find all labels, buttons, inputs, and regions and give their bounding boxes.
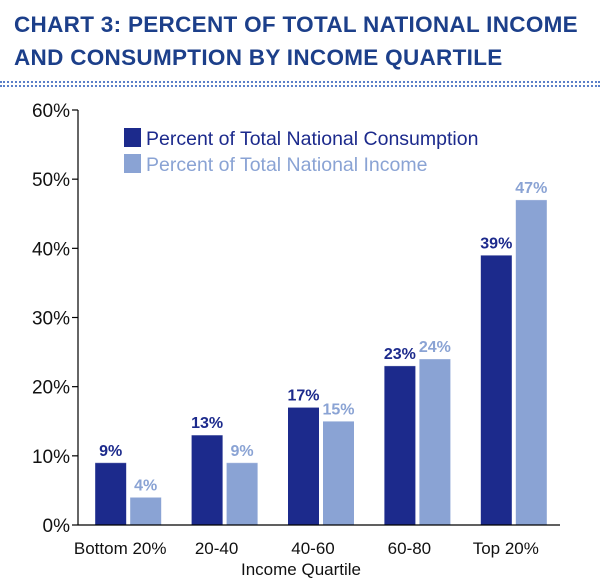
x-tick-label: 40-60 [291,539,334,558]
legend-swatch [124,154,141,173]
bar-income [323,421,354,525]
x-axis: Bottom 20% 20-40 40-60 60-80 Top 20% Income Q… [74,524,560,579]
bar-income [130,497,162,525]
y-tick-label: 50% [32,170,70,191]
data-label: 9% [99,443,122,460]
bar-income [419,359,451,525]
bar-consumption [480,255,512,525]
legend-swatch [124,128,141,147]
data-label: 13% [191,415,223,432]
data-label: 24% [419,339,451,356]
data-label: 23% [384,346,416,363]
y-tick-label: 20% [32,378,70,399]
data-label: 39% [480,235,512,252]
title-divider [0,81,600,87]
x-tick-label: Top 20% [473,539,539,558]
data-label: 47% [515,180,547,197]
y-tick-label: 60% [32,101,70,122]
legend-label: Percent of Total National Consumption [146,128,478,150]
chart-title-line-2: AND CONSUMPTION BY INCOME QUARTILE [14,45,503,70]
legend: Percent of Total National Consumption Per… [124,128,478,176]
data-labels: 9% 4% 13% 9% 17%15% 23% 24% 39% 47% [99,180,547,494]
bar-income [515,199,547,525]
bar-consumption [191,435,223,525]
data-label: 4% [134,477,157,494]
x-tick-label: 60-80 [388,539,431,558]
x-tick-label: 20-40 [195,539,238,558]
data-label: 17% [287,387,319,404]
x-tick-label: Bottom 20% [74,539,167,558]
y-tick-label: 30% [32,309,70,330]
y-tick-label: 10% [32,447,70,468]
bar-consumption [288,407,319,525]
bar-consumption [95,462,127,525]
data-label: 9% [231,443,254,460]
data-label: 15% [322,401,354,418]
chart-title-line-1: CHART 3: PERCENT OF TOTAL NATIONAL INCOM… [14,12,578,37]
y-tick-label: 0% [43,516,71,537]
x-axis-title: Income Quartile [241,560,361,579]
legend-label: Percent of Total National Income [146,154,427,176]
y-axis: 0% 10% 20% 30% 40% 50% 60% [32,101,79,537]
chart-title: CHART 3: PERCENT OF TOTAL NATIONAL INCOM… [14,8,594,74]
y-tick-label: 40% [32,239,70,260]
bar-consumption [384,365,416,525]
bars [95,199,547,525]
bar-income [226,462,258,525]
